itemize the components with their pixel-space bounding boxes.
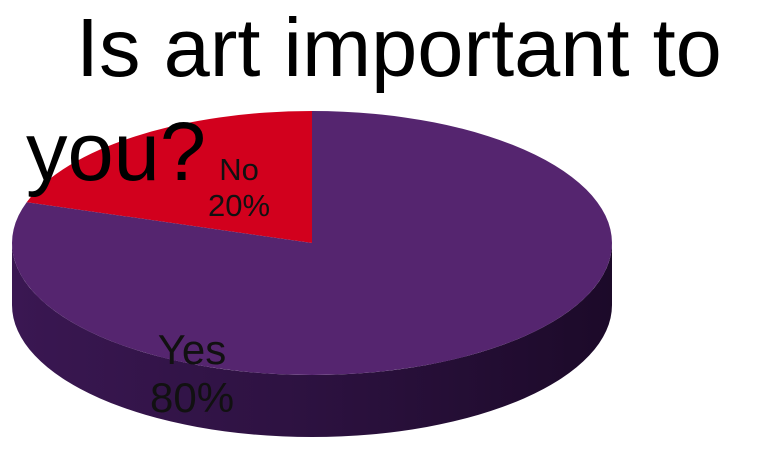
slice-label-yes: Yes 80% [150, 326, 234, 423]
pie-slice-no [26, 111, 312, 243]
slice-label-no-value: 20% [208, 187, 271, 223]
pie-side-yes [12, 243, 612, 437]
pie-side-wall [12, 243, 612, 437]
pie-slice-yes [12, 111, 613, 376]
pie-top-face [12, 111, 613, 376]
slice-label-no-name: No [219, 152, 259, 187]
slice-label-yes-value: 80% [150, 374, 235, 422]
slice-label-yes-name: Yes [157, 326, 227, 373]
slice-label-no: No 20% [208, 152, 270, 223]
chart-title-line-2: you? [26, 105, 206, 198]
chart-title-line-1: Is art important to [76, 1, 722, 94]
